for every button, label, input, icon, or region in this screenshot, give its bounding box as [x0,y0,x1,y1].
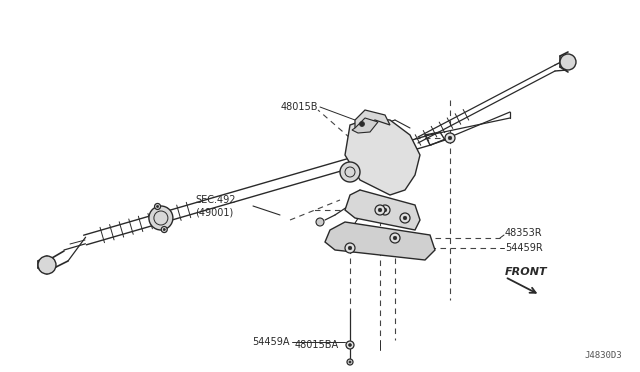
Text: 54459R: 54459R [505,243,543,253]
Text: 48353R: 48353R [505,228,543,238]
Circle shape [400,213,410,223]
Circle shape [345,243,355,253]
Circle shape [346,341,354,349]
Polygon shape [345,118,420,195]
Text: 54459A: 54459A [253,337,290,347]
Circle shape [154,203,161,209]
Circle shape [349,344,351,346]
Polygon shape [355,110,390,130]
Circle shape [348,246,352,250]
Circle shape [403,216,407,220]
Circle shape [445,133,455,143]
Circle shape [340,162,360,182]
Polygon shape [325,222,435,260]
Text: SEC.492: SEC.492 [195,195,236,205]
Circle shape [390,233,400,243]
Circle shape [149,206,173,230]
Circle shape [161,227,167,232]
Circle shape [393,236,397,240]
Circle shape [157,205,159,208]
Polygon shape [352,118,378,133]
Circle shape [349,361,351,363]
Circle shape [560,54,576,70]
Circle shape [360,122,365,126]
Circle shape [347,359,353,365]
Polygon shape [345,190,420,230]
Circle shape [380,205,390,215]
Circle shape [375,205,385,215]
Text: FRONT: FRONT [505,267,548,277]
Text: 48015B: 48015B [280,102,318,112]
Text: J4830D3: J4830D3 [584,351,622,360]
Text: 48015BA: 48015BA [295,340,339,350]
Circle shape [378,208,381,212]
Text: (49001): (49001) [195,207,233,217]
Circle shape [316,218,324,226]
Circle shape [38,256,56,274]
Circle shape [448,136,452,140]
Circle shape [163,228,165,231]
Circle shape [383,208,387,212]
